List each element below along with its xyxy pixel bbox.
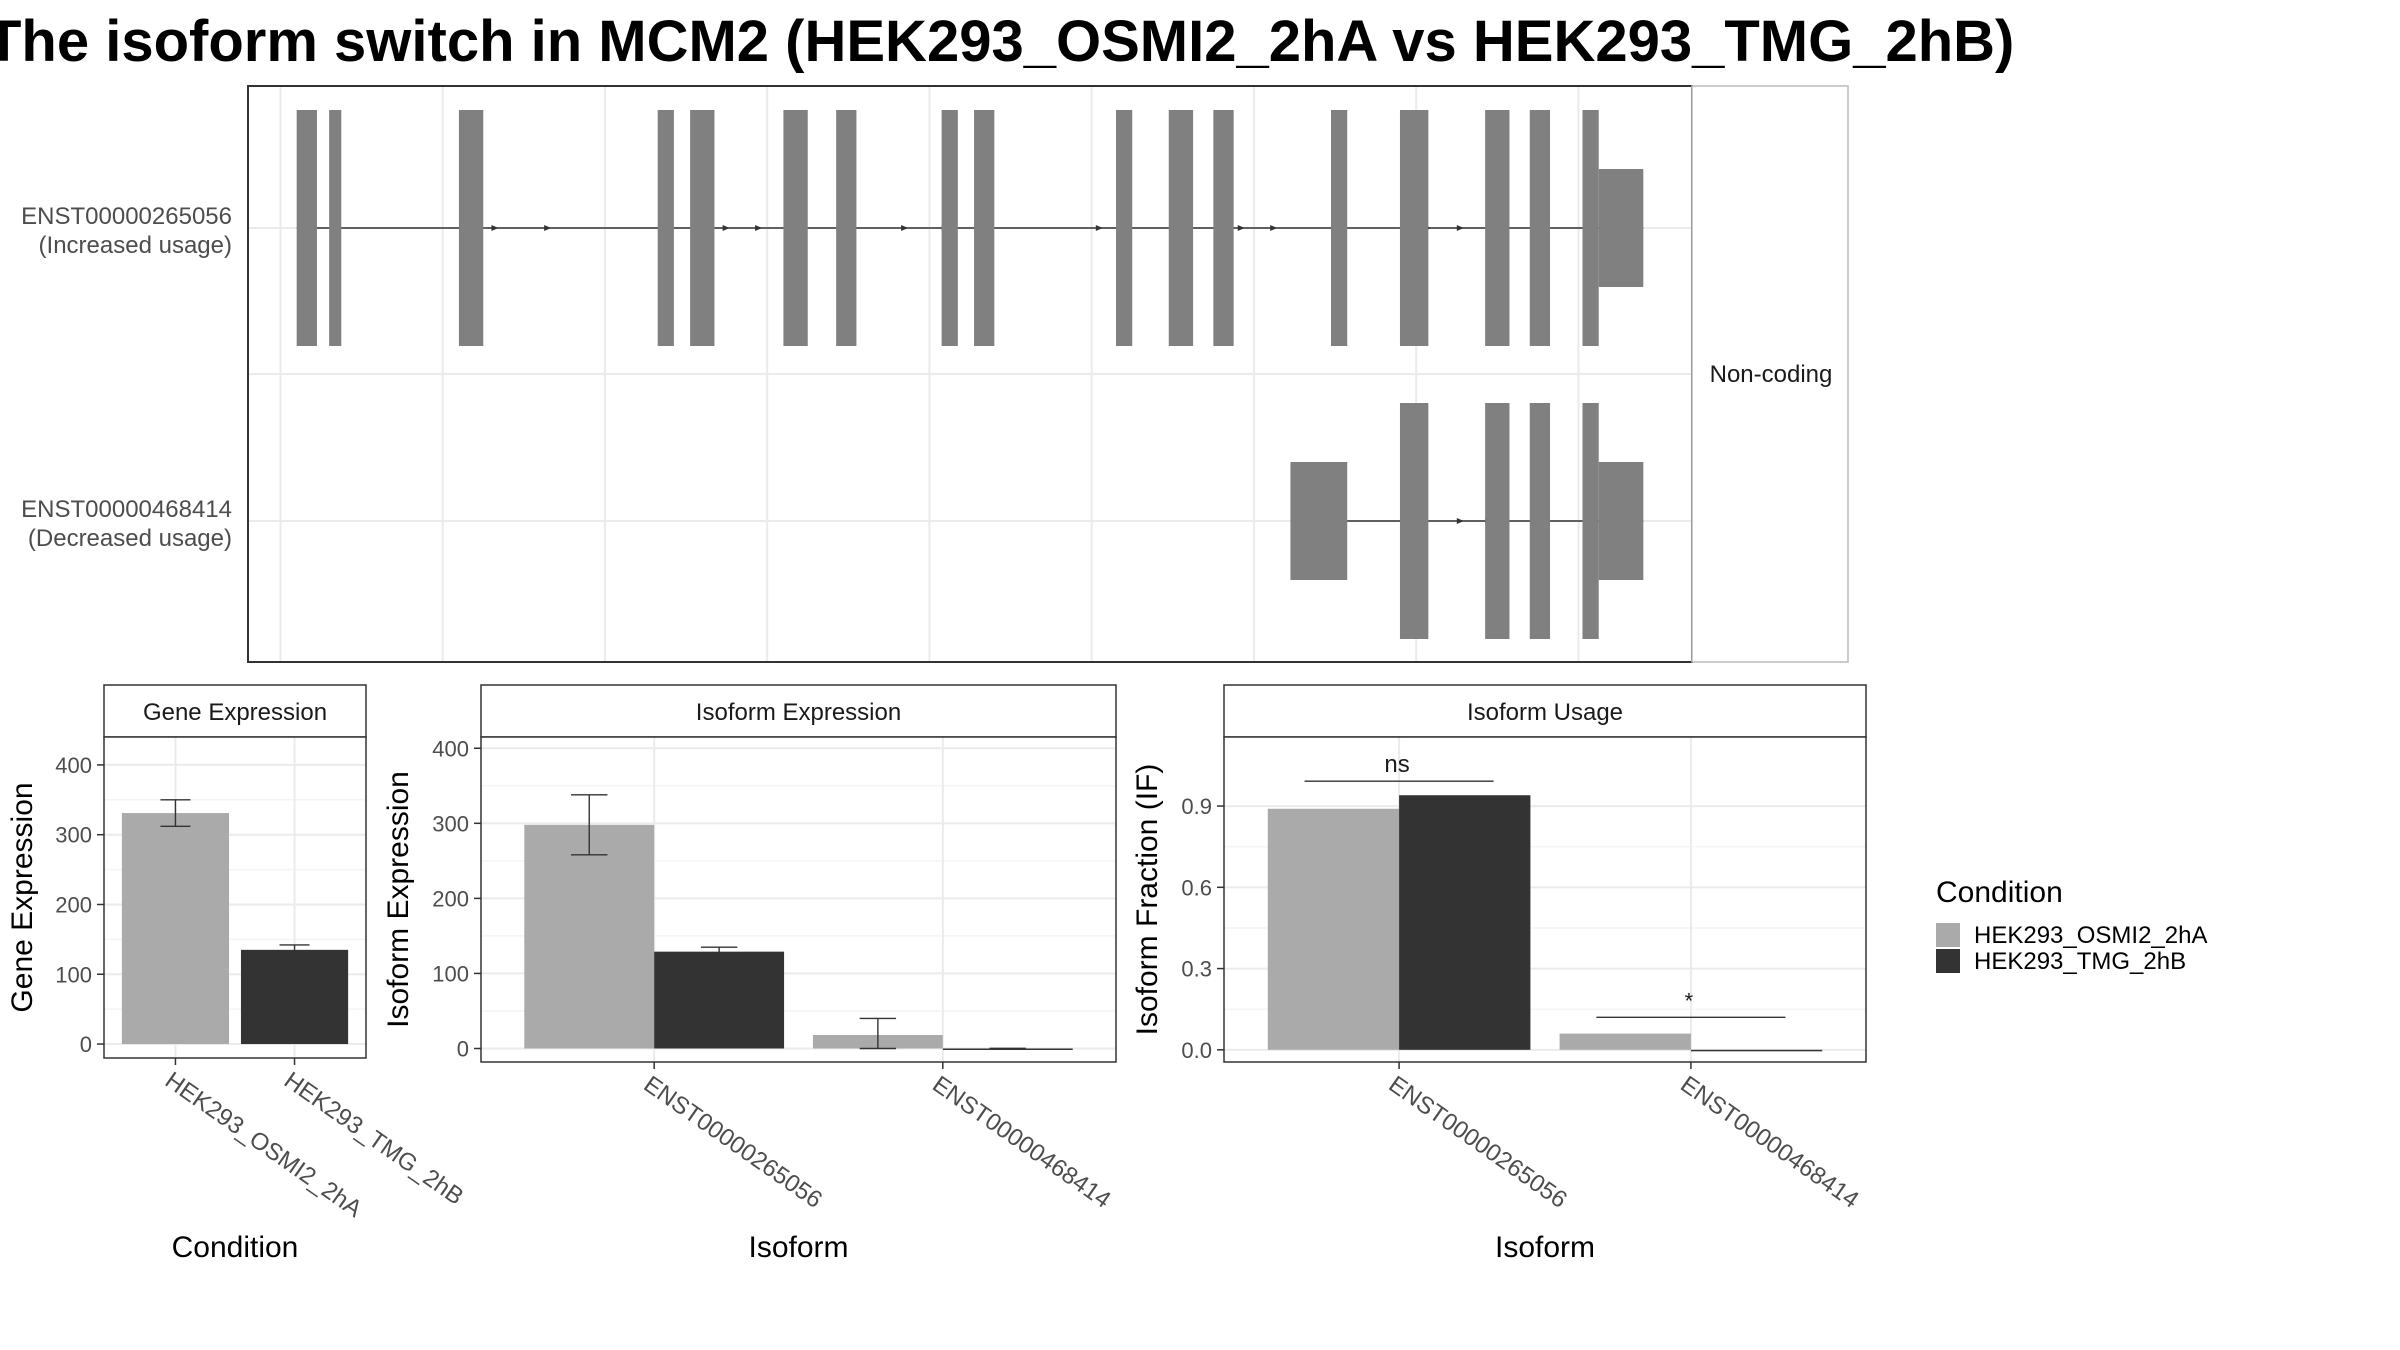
coding-exon <box>1168 110 1194 346</box>
coding-exon <box>941 110 958 346</box>
bar <box>942 1048 1073 1050</box>
transcript-id-label: ENST00000468414 <box>21 496 232 523</box>
legend-title: Condition <box>1936 876 2063 909</box>
coding-exon <box>1331 110 1348 346</box>
strand-arrow <box>1456 225 1464 231</box>
panel-border <box>480 736 1117 1063</box>
y-tick-label: 0.6 <box>1181 875 1212 900</box>
coding-exon <box>296 110 317 346</box>
y-tick-label: 0.3 <box>1181 957 1212 982</box>
isoform-usage-panel: Isoform Usage 0.0 0.3 0.6 0.9 ENST00000265056… <box>1131 684 1867 1264</box>
panel-strip-label: Isoform Usage <box>1467 699 1623 726</box>
panel-strip <box>103 684 367 738</box>
strand-arrow <box>544 225 552 231</box>
figure-title: The isoform switch in MCM2 (HEK293_OSMI2… <box>0 9 2015 74</box>
strand-arrow <box>901 225 909 231</box>
y-tick-label: 0 <box>80 1032 92 1057</box>
x-axis-title: Condition <box>172 1231 299 1264</box>
bar <box>654 951 785 1049</box>
panel-strip-label: Gene Expression <box>143 699 327 726</box>
coding-exon <box>783 110 808 346</box>
strip-noncoding <box>1691 85 1849 663</box>
legend-item-label: HEK293_TMG_2hB <box>1974 948 2186 975</box>
x-tick-label: HEK293_OSMI2_2hA <box>160 1067 367 1223</box>
strand-arrow <box>722 225 730 231</box>
coding-exon <box>1529 403 1551 639</box>
y-axis-title: Isoform Expression <box>382 771 415 1028</box>
x-axis-title: Isoform <box>748 1231 848 1264</box>
coding-exon <box>1399 403 1429 639</box>
panel-strip-label: Isoform Expression <box>696 699 901 726</box>
bar <box>1399 795 1531 1050</box>
x-tick-label: ENST00000468414 <box>927 1071 1115 1214</box>
coding-exon <box>1213 110 1234 346</box>
coding-exon <box>1582 403 1599 639</box>
legend-swatch <box>1936 923 1960 947</box>
x-axis-title: Isoform <box>1495 1231 1595 1264</box>
significance-label: ns <box>1384 751 1409 778</box>
coding-exon <box>974 110 995 346</box>
noncoding-exon <box>1290 462 1348 580</box>
significance-label: * <box>1685 988 1694 1013</box>
coding-exon <box>1485 403 1510 639</box>
coding-exon <box>1399 110 1429 346</box>
bar <box>1690 1049 1823 1052</box>
coding-exon <box>657 110 674 346</box>
panel-strip <box>1223 684 1867 738</box>
y-tick-label: 200 <box>55 892 92 917</box>
y-tick-label: 300 <box>432 811 469 836</box>
y-tick-label: 400 <box>55 753 92 778</box>
noncoding-exon <box>1598 462 1644 580</box>
transcript-usage-label: (Increased usage) <box>39 232 232 259</box>
coding-exon <box>1485 110 1510 346</box>
coding-exon <box>1529 110 1551 346</box>
bar <box>240 949 349 1045</box>
strand-arrow <box>1237 225 1245 231</box>
strand-arrow <box>1095 225 1103 231</box>
noncoding-exon <box>1598 169 1644 287</box>
strip-noncoding-label: Non-coding <box>1710 361 1833 388</box>
coding-exon <box>329 110 342 346</box>
bar <box>524 824 655 1049</box>
strand-arrow <box>1456 518 1464 524</box>
coding-exon <box>690 110 715 346</box>
coding-exon <box>1116 110 1133 346</box>
gene-structure-panel: Non-coding ENST00000265056(Increased usag… <box>21 85 1849 663</box>
legend-swatch <box>1936 949 1960 973</box>
y-tick-label: 0 <box>457 1036 469 1061</box>
y-tick-label: 100 <box>432 961 469 986</box>
legend-item-label: HEK293_OSMI2_2hA <box>1974 922 2207 949</box>
y-tick-label: 0.0 <box>1181 1038 1212 1063</box>
strand-arrow <box>755 225 763 231</box>
isoform-expression-panel: Isoform Expression 0 100 200 300 400 ENST00000… <box>382 684 1117 1264</box>
y-axis-title: Isoform Fraction (IF) <box>1131 764 1164 1036</box>
y-tick-label: 400 <box>432 736 469 761</box>
bar <box>121 813 230 1045</box>
coding-exon <box>836 110 857 346</box>
y-tick-label: 0.9 <box>1181 794 1212 819</box>
y-axis-title: Gene Expression <box>6 782 39 1012</box>
x-tick-label: ENST00000265056 <box>1384 1071 1572 1214</box>
coding-exon <box>1582 110 1599 346</box>
strand-arrow <box>1270 225 1278 231</box>
x-tick-label: ENST00000468414 <box>1675 1071 1863 1214</box>
panel-strip <box>480 684 1117 738</box>
y-tick-label: 300 <box>55 823 92 848</box>
bar <box>1267 808 1400 1050</box>
panel-border <box>103 736 367 1059</box>
coding-exon <box>458 110 484 346</box>
y-tick-label: 200 <box>432 886 469 911</box>
x-tick-label: ENST00000265056 <box>639 1071 827 1214</box>
y-tick-label: 100 <box>55 962 92 987</box>
transcript-usage-label: (Decreased usage) <box>28 525 232 552</box>
panel-border <box>1223 736 1867 1063</box>
bar <box>1559 1033 1691 1050</box>
strand-arrow <box>491 225 499 231</box>
transcript-id-label: ENST00000265056 <box>21 203 232 230</box>
